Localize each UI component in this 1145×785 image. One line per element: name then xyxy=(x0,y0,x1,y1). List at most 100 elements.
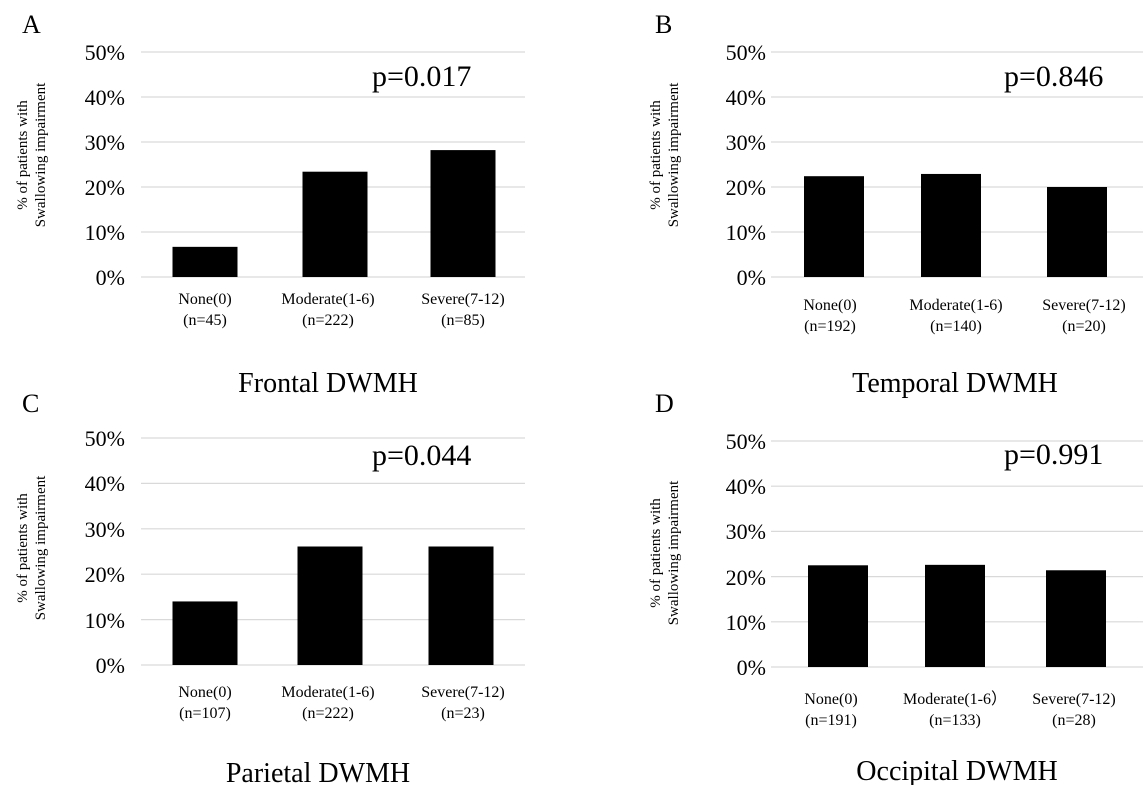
y-axis-label-line2: Swallowing impairment xyxy=(666,480,682,625)
x-tick-label-line2: (n=191) xyxy=(805,712,857,729)
y-tick-label: 20% xyxy=(85,562,125,587)
x-tick-label-line1: None(0) xyxy=(178,684,231,701)
y-axis-label-line2: Swallowing impairment xyxy=(666,82,682,227)
y-tick-label: 20% xyxy=(85,175,125,200)
y-tick-label: 0% xyxy=(96,265,125,290)
bar xyxy=(172,601,238,665)
x-tick-labels: None(0) (n=107) Moderate(1-6) (n=222) Se… xyxy=(178,684,504,722)
x-tick-labels: None(0) (n=192) Moderate(1-6) (n=140) Se… xyxy=(803,297,1125,335)
y-tick-labels: 0% 10% 20% 30% 40% 50% xyxy=(85,426,125,678)
panel-b: B % of patients with Swallowing impairme… xyxy=(648,10,1143,399)
y-tick-label: 0% xyxy=(737,655,766,680)
x-tick-label-line2: (n=222) xyxy=(302,312,354,329)
y-tick-label: 10% xyxy=(85,220,125,245)
x-tick-label-line2: (n=107) xyxy=(179,705,231,722)
chart-title: Frontal DWMH xyxy=(238,368,418,399)
bars xyxy=(808,564,1106,667)
panel-letter: B xyxy=(655,10,672,39)
x-tick-label-line2: (n=28) xyxy=(1052,712,1096,729)
chart-title: Temporal DWMH xyxy=(852,368,1058,399)
y-tick-label: 50% xyxy=(726,429,766,454)
x-tick-label-line1: Moderate(1-6） xyxy=(903,690,1007,708)
p-value: p=0.044 xyxy=(372,439,471,472)
bar xyxy=(297,546,363,665)
x-tick-label-line2: (n=140) xyxy=(930,318,982,335)
chart-title: Occipital DWMH xyxy=(856,756,1057,785)
bar xyxy=(804,176,864,277)
x-tick-label-line1: Moderate(1-6) xyxy=(281,684,374,701)
x-tick-labels: None(0) (n=191) Moderate(1-6） (n=133) Se… xyxy=(804,690,1115,729)
y-axis-label-line2: Swallowing impairment xyxy=(33,475,49,620)
y-tick-label: 10% xyxy=(726,220,766,245)
y-tick-label: 40% xyxy=(85,85,125,110)
x-tick-label-line1: Moderate(1-6) xyxy=(909,297,1002,314)
x-tick-label-line2: (n=222) xyxy=(302,705,354,722)
x-tick-label-line1: Severe(7-12) xyxy=(421,684,505,701)
bars xyxy=(172,546,494,665)
x-tick-label-line1: Moderate(1-6) xyxy=(281,291,374,308)
x-tick-label-line2: (n=133) xyxy=(929,712,981,729)
y-tick-label: 30% xyxy=(726,519,766,544)
x-tick-label-line1: None(0) xyxy=(804,691,857,708)
y-tick-label: 0% xyxy=(737,265,766,290)
x-tick-label-line1: None(0) xyxy=(178,291,231,308)
panel-c: C % of patients with Swallowing impairme… xyxy=(15,389,525,785)
y-tick-label: 30% xyxy=(726,130,766,155)
y-tick-labels: 0% 10% 20% 30% 40% 50% xyxy=(85,40,125,290)
x-tick-label-line2: (n=192) xyxy=(804,318,856,335)
y-tick-label: 50% xyxy=(85,426,125,451)
y-tick-label: 50% xyxy=(726,40,766,65)
chart-title: Parietal DWMH xyxy=(226,758,410,785)
panel-letter: C xyxy=(22,389,39,418)
p-value: p=0.991 xyxy=(1004,438,1103,471)
y-tick-label: 40% xyxy=(726,474,766,499)
y-tick-label: 50% xyxy=(85,40,125,65)
y-tick-label: 10% xyxy=(726,610,766,635)
x-tick-label-line1: Severe(7-12) xyxy=(421,291,505,308)
panel-a: A % of patients with Swallowing impairme… xyxy=(15,10,525,399)
y-tick-label: 20% xyxy=(726,565,766,590)
y-tick-label: 30% xyxy=(85,130,125,155)
panel-d: D % of patients with Swallowing impairme… xyxy=(648,389,1143,785)
y-tick-labels: 0% 10% 20% 30% 40% 50% xyxy=(726,429,766,680)
bar xyxy=(302,171,368,277)
y-axis-label-line2: Swallowing impairment xyxy=(33,82,49,227)
x-tick-labels: None(0) (n=45) Moderate(1-6) (n=222) Sev… xyxy=(178,291,504,329)
x-tick-label-line1: Severe(7-12) xyxy=(1032,691,1116,708)
y-axis-label-line1: % of patients with xyxy=(15,100,31,210)
y-tick-label: 30% xyxy=(85,517,125,542)
y-tick-label: 40% xyxy=(726,85,766,110)
bar xyxy=(921,173,981,277)
panel-letter: A xyxy=(22,10,41,39)
x-tick-label-line1: None(0) xyxy=(803,297,856,314)
bar xyxy=(1047,187,1107,277)
x-tick-label-line2: (n=45) xyxy=(183,312,227,329)
y-axis-label-line1: % of patients with xyxy=(648,100,664,210)
bar xyxy=(925,564,985,667)
p-value: p=0.846 xyxy=(1004,60,1103,93)
y-axis-label: % of patients with Swallowing impairment xyxy=(648,480,682,625)
bar xyxy=(1046,570,1106,667)
y-tick-label: 40% xyxy=(85,471,125,496)
x-tick-label-line2: (n=20) xyxy=(1062,318,1106,335)
y-axis-label: % of patients with Swallowing impairment xyxy=(15,475,49,620)
y-axis-label-line1: % of patients with xyxy=(15,493,31,603)
panel-letter: D xyxy=(655,389,674,418)
x-tick-label-line1: Severe(7-12) xyxy=(1042,297,1126,314)
x-tick-label-line2: (n=23) xyxy=(441,705,485,722)
bars xyxy=(804,173,1107,277)
x-tick-label-line2: (n=85) xyxy=(441,312,485,329)
y-axis-label: % of patients with Swallowing impairment xyxy=(15,82,49,227)
y-tick-label: 0% xyxy=(96,653,125,678)
y-axis-label-line1: % of patients with xyxy=(648,498,664,608)
bar xyxy=(430,150,496,277)
bar xyxy=(808,565,868,667)
y-tick-label: 10% xyxy=(85,608,125,633)
bar xyxy=(428,546,494,665)
bars xyxy=(172,150,496,277)
y-tick-labels: 0% 10% 20% 30% 40% 50% xyxy=(726,40,766,290)
p-value: p=0.017 xyxy=(372,60,471,93)
y-tick-label: 20% xyxy=(726,175,766,200)
bar xyxy=(172,246,238,277)
